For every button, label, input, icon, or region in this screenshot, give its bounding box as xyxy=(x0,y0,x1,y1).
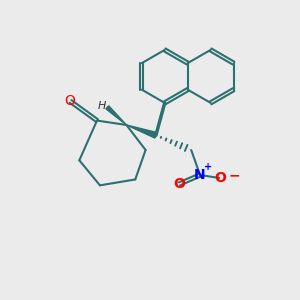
Text: N: N xyxy=(194,168,206,182)
Text: +: + xyxy=(204,162,212,172)
Text: H: H xyxy=(97,101,106,111)
Polygon shape xyxy=(106,106,126,125)
Text: O: O xyxy=(64,94,75,108)
Polygon shape xyxy=(126,125,157,138)
Text: O: O xyxy=(173,177,185,191)
Text: O: O xyxy=(215,171,226,185)
Text: −: − xyxy=(229,169,240,183)
